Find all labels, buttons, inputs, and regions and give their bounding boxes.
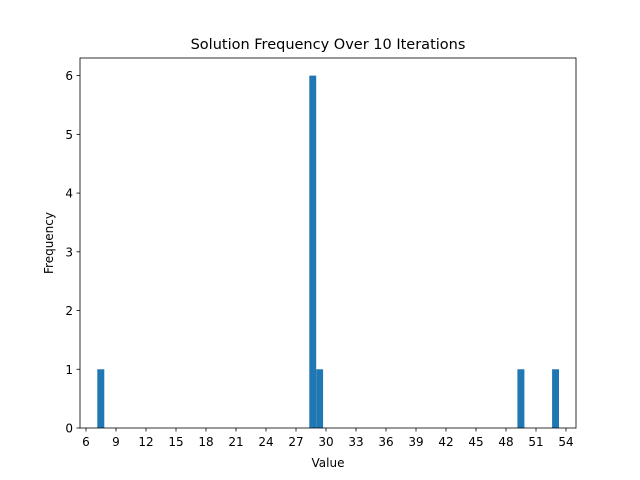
x-tick-label-15: 51 [528, 435, 543, 449]
x-tick-label-5: 21 [228, 435, 243, 449]
x-tick-label-13: 45 [468, 435, 483, 449]
y-tick-label-2: 2 [65, 304, 73, 318]
y-tick-label-5: 5 [65, 128, 73, 142]
x-tick-label-12: 42 [438, 435, 453, 449]
y-tick-label-3: 3 [65, 245, 73, 259]
y-axis-label: Frequency [42, 212, 56, 274]
histogram-bar-4 [552, 369, 559, 428]
histogram-bar-1 [309, 75, 317, 429]
y-axis-ticks: 0 1 2 3 4 5 6 [65, 69, 80, 436]
x-tick-label-14: 48 [498, 435, 513, 449]
x-tick-label-6: 24 [258, 435, 273, 449]
x-tick-label-4: 18 [198, 435, 213, 449]
y-tick-label-6: 6 [65, 69, 73, 83]
x-tick-label-11: 39 [408, 435, 423, 449]
x-tick-label-10: 36 [378, 435, 393, 449]
bars-layer [97, 75, 559, 429]
x-tick-label-16: 54 [558, 435, 573, 449]
histogram-bar-3 [517, 369, 525, 428]
chart-title: Solution Frequency Over 10 Iterations [191, 37, 466, 53]
x-tick-label-3: 15 [168, 435, 183, 449]
x-tick-label-8: 30 [318, 435, 333, 449]
histogram-bar-2 [316, 369, 324, 428]
x-axis-ticks: 6 9 12 15 18 21 24 27 30 33 36 39 42 45 48 51 54 [82, 428, 574, 449]
x-axis-label: Value [312, 456, 345, 470]
x-tick-label-1: 9 [112, 435, 120, 449]
x-tick-label-7: 27 [288, 435, 303, 449]
plot-area-frame [79, 57, 577, 429]
y-tick-label-4: 4 [65, 187, 73, 201]
histogram-bar-0 [97, 369, 105, 428]
y-tick-label-1: 1 [65, 363, 73, 377]
y-tick-label-0: 0 [65, 422, 73, 436]
x-tick-label-2: 12 [138, 435, 153, 449]
x-tick-label-0: 6 [82, 435, 90, 449]
x-tick-label-9: 33 [348, 435, 363, 449]
